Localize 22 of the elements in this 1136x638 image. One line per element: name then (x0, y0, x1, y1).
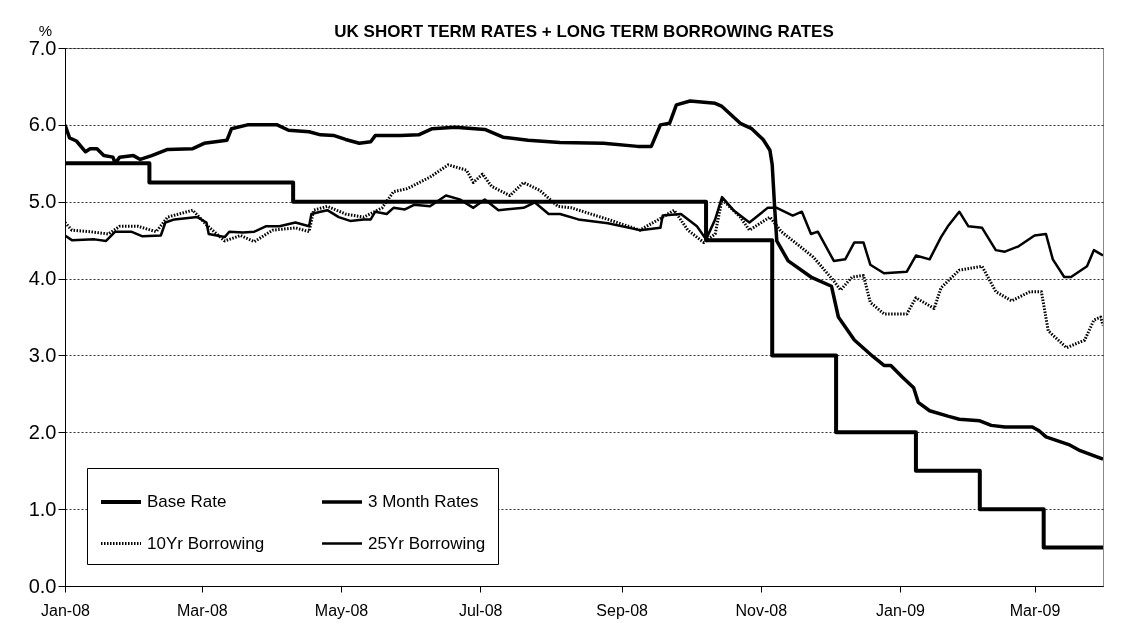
x-tick-label: May-08 (314, 601, 369, 619)
y-axis-title: % (38, 21, 53, 39)
legend-label: Base Rate (147, 492, 227, 511)
y-tick-label: 7.0 (28, 36, 57, 59)
y-tick-label: 2.0 (28, 420, 57, 443)
x-tick-label: Nov-08 (735, 601, 788, 619)
y-tick-label: 1.0 (28, 497, 57, 520)
x-tick-label: Mar-09 (1009, 601, 1061, 619)
legend-label: 25Yr Borrowing (368, 533, 486, 553)
x-tick-label: Sep-08 (596, 601, 649, 619)
legend-label: 10Yr Borrowing (147, 533, 265, 553)
x-tick-label: Jan-09 (876, 601, 926, 619)
y-tick-label: 3.0 (28, 343, 57, 366)
x-tick-label: Jan-08 (41, 601, 91, 619)
chart-title: UK SHORT TERM RATES + LONG TERM BORROWING RATES (334, 22, 834, 41)
y-tick-label: 0.0 (28, 574, 57, 597)
y-tick-label: 5.0 (28, 190, 57, 213)
y-tick-label: 4.0 (28, 267, 57, 290)
x-tick-label: Mar-08 (177, 601, 228, 619)
legend-label: 3 Month Rates (368, 492, 479, 511)
y-tick-label: 6.0 (28, 113, 57, 136)
x-tick-label: Jul-08 (458, 601, 503, 619)
